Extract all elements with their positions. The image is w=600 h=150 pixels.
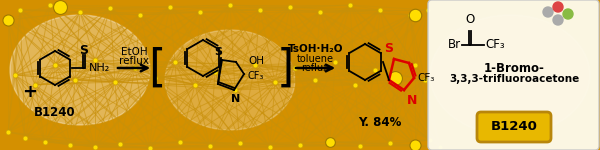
Ellipse shape [10,15,150,125]
FancyBboxPatch shape [428,0,599,150]
Text: TsOH·H₂O: TsOH·H₂O [288,44,343,54]
Text: EtOH: EtOH [121,47,148,57]
Text: N: N [407,94,418,107]
Text: O: O [466,13,475,26]
Text: S: S [385,42,394,55]
Text: ]: ] [277,46,293,90]
Text: toluene: toluene [297,54,334,64]
Text: Y. 84%: Y. 84% [358,116,401,129]
Circle shape [553,15,563,25]
Circle shape [543,7,553,17]
Text: B1240: B1240 [34,105,76,118]
Text: OH: OH [248,56,264,66]
Text: CF₃: CF₃ [485,39,505,51]
Text: 1-Bromo-: 1-Bromo- [484,61,544,75]
Text: +: + [23,83,37,101]
FancyBboxPatch shape [477,112,551,142]
Text: reflux: reflux [119,56,149,66]
Ellipse shape [165,30,295,130]
Text: S: S [214,47,222,57]
Ellipse shape [430,15,590,135]
Text: CF₃: CF₃ [248,71,265,81]
Text: Br: Br [448,39,461,51]
Text: CF₃: CF₃ [417,73,434,83]
Text: S: S [79,44,89,57]
Text: N: N [232,94,241,104]
Text: reflux: reflux [302,63,329,73]
Text: 3,3,3-trifluoroacetone: 3,3,3-trifluoroacetone [449,74,579,84]
Circle shape [563,9,573,19]
Circle shape [553,2,563,12]
Text: B1240: B1240 [491,120,538,134]
Text: NH₂: NH₂ [89,63,110,73]
Text: [: [ [148,46,166,90]
